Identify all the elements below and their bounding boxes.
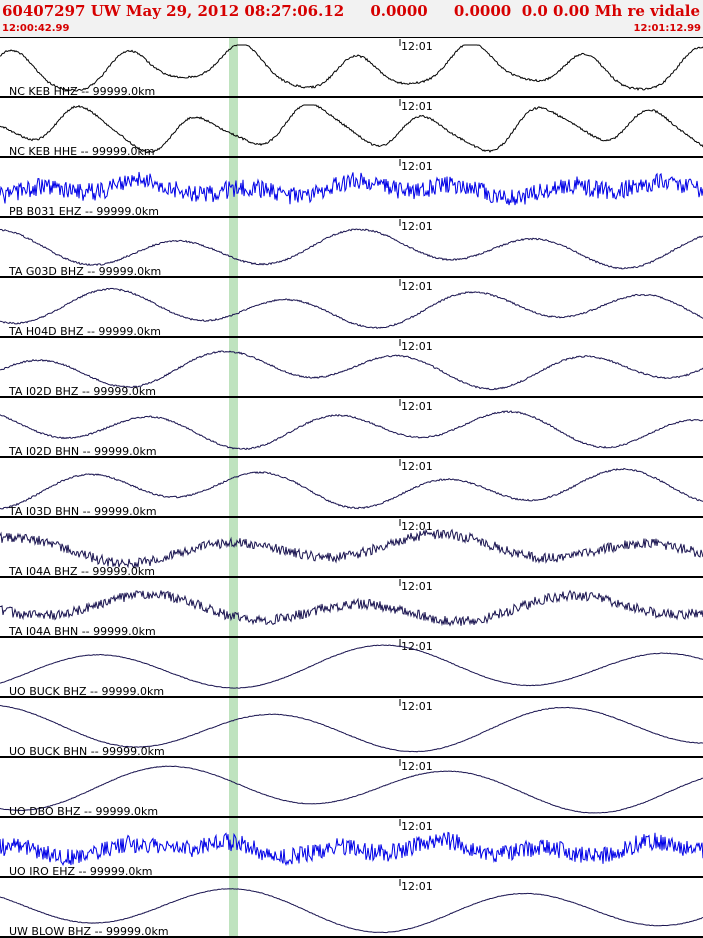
trace-panel[interactable]: 12:01 NC KEB HHE -- 99999.0km [0,96,703,158]
minute-tick-label: 12:01 [401,340,433,353]
minute-tick-label: 12:01 [401,160,433,173]
trace-panel[interactable]: 12:01 TA I03D BHN -- 99999.0km [0,456,703,518]
trace-panel[interactable]: 12:01 TA I02D BHN -- 99999.0km [0,396,703,458]
trace-label: NC KEB HHE -- 99999.0km [9,145,155,158]
trace-label: UO DBO BHZ -- 99999.0km [9,805,158,818]
waveform-trace [0,44,703,92]
trace-panel[interactable]: 12:01 TA I04A BHN -- 99999.0km [0,576,703,638]
trace-label: UO BUCK BHN -- 99999.0km [9,745,165,758]
minute-tick-label: 12:01 [401,520,433,533]
trace-label: TA I04A BHZ -- 99999.0km [8,565,155,578]
trace-panel[interactable]: 12:01 UO BUCK BHN -- 99999.0km [0,696,703,758]
waveform-trace [0,704,703,753]
event-title: 60407297 UW May 29, 2012 08:27:06.12 0.0… [2,2,701,20]
trace-panel[interactable]: 12:01 TA G03D BHZ -- 99999.0km [0,216,703,278]
waveform-trace [0,888,703,934]
trace-panel[interactable]: 12:01 TA H04D BHZ -- 99999.0km [0,276,703,338]
pick-highlight-band [229,37,238,937]
trace-panel-area[interactable]: 12:01 NC KEB HHZ -- 99999.0km 12:01 NC KEB … [0,37,703,938]
trace-label: UO BUCK BHZ -- 99999.0km [9,685,164,698]
waveform-trace [0,287,703,330]
waveform-trace [0,228,703,270]
header-bar: 60407297 UW May 29, 2012 08:27:06.12 0.0… [0,0,703,37]
trace-panel[interactable]: 12:01 PB B031 EHZ -- 99999.0km [0,156,703,218]
trace-label: UO IRO EHZ -- 99999.0km [9,865,153,878]
minute-tick-label: 12:01 [401,280,433,293]
trace-panel[interactable]: 12:01 UO DBO BHZ -- 99999.0km [0,756,703,818]
trace-label: TA I04A BHN -- 99999.0km [8,625,156,638]
waveform-trace [0,410,703,451]
minute-tick-label: 12:01 [401,400,433,413]
start-time-label: 12:00:42.99 [2,23,70,34]
minute-tick-label: 12:01 [401,640,433,653]
waveform-trace [0,171,703,206]
trace-panel[interactable]: 12:01 UO BUCK BHZ -- 99999.0km [0,636,703,698]
trace-label: UW BLOW BHZ -- 99999.0km [9,925,169,938]
waveform-trace [0,350,703,391]
minute-tick-label: 12:01 [401,100,433,113]
trace-canvas[interactable]: 12:01 NC KEB HHZ -- 99999.0km 12:01 NC KEB … [0,37,703,938]
waveform-trace [0,644,703,689]
trace-panel[interactable]: 12:01 NC KEB HHZ -- 99999.0km [0,37,703,98]
minute-tick-label: 12:01 [401,460,433,473]
trace-label: TA H04D BHZ -- 99999.0km [8,325,161,338]
waveform-trace [0,831,703,867]
waveform-trace [0,589,703,627]
waveform-trace [0,467,703,510]
trace-panel[interactable]: 12:01 TA I02D BHZ -- 99999.0km [0,336,703,398]
minute-tick-label: 12:01 [401,760,433,773]
trace-label: PB B031 EHZ -- 99999.0km [9,205,159,218]
minute-tick-label: 12:01 [401,580,433,593]
minute-tick-label: 12:01 [401,820,433,833]
trace-label: TA I02D BHZ -- 99999.0km [8,385,156,398]
minute-tick-label: 12:01 [401,880,433,893]
trace-panel[interactable]: 12:01 UO IRO EHZ -- 99999.0km [0,816,703,878]
waveform-trace [0,528,703,569]
minute-tick-label: 12:01 [401,40,433,53]
trace-label: TA I02D BHN -- 99999.0km [8,445,157,458]
end-time-label: 12:01:12.99 [633,23,701,34]
waveform-trace [0,104,703,154]
waveform-trace [0,765,703,814]
minute-tick-label: 12:01 [401,700,433,713]
trace-panel[interactable]: 12:01 TA I04A BHZ -- 99999.0km [0,516,703,578]
trace-label: TA I03D BHN -- 99999.0km [8,505,157,518]
trace-label: TA G03D BHZ -- 99999.0km [8,265,161,278]
trace-label: NC KEB HHZ -- 99999.0km [9,85,155,98]
trace-panel[interactable]: 12:01 UW BLOW BHZ -- 99999.0km [0,876,703,938]
minute-tick-label: 12:01 [401,220,433,233]
